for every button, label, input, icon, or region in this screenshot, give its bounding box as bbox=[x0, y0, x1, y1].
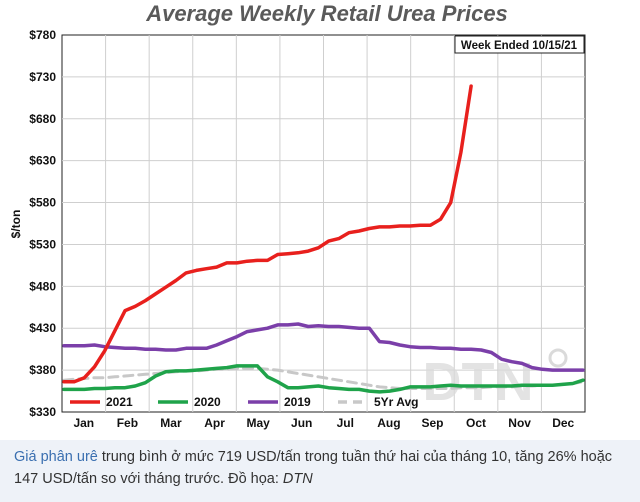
watermark-dot bbox=[548, 348, 568, 368]
chart-container: Average Weekly Retail Urea Prices DTN $3… bbox=[9, 1, 586, 430]
x-axis: Jan Feb Mar Apr May Jun Jul Aug Sep Oct Nov Dec bbox=[73, 416, 574, 430]
caption-link[interactable]: Giá phân urê bbox=[14, 449, 98, 465]
legend-label: 2021 bbox=[106, 395, 133, 409]
y-tick-label: $730 bbox=[29, 70, 56, 84]
gridlines bbox=[62, 35, 585, 412]
caption: Giá phân urê trung bình ở mức 719 USD/tấ… bbox=[0, 440, 640, 502]
x-tick-label: Mar bbox=[160, 416, 182, 430]
x-tick-label: Sep bbox=[421, 416, 443, 430]
y-tick-label: $580 bbox=[29, 196, 56, 210]
series-line-2020 bbox=[62, 364, 585, 394]
series-line-2021 bbox=[62, 84, 473, 384]
x-tick-label: Jun bbox=[291, 416, 312, 430]
y-tick-label: $630 bbox=[29, 154, 56, 168]
y-tick-label: $480 bbox=[29, 279, 56, 293]
x-tick-label: Feb bbox=[117, 416, 138, 430]
caption-credit: DTN bbox=[282, 471, 313, 487]
caption-text: trung bình ở mức 719 USD/tấn trong tuần … bbox=[14, 449, 613, 487]
legend: 2021 2020 2019 5Yr Avg bbox=[70, 395, 418, 409]
x-tick-label: Dec bbox=[552, 416, 574, 430]
y-tick-label: $380 bbox=[29, 363, 56, 377]
y-tick-label: $530 bbox=[29, 237, 56, 251]
legend-label: 2020 bbox=[194, 395, 221, 409]
series-line-2019 bbox=[62, 322, 585, 372]
y-tick-label: $780 bbox=[29, 28, 56, 42]
x-tick-label: Jan bbox=[73, 416, 94, 430]
x-tick-label: Oct bbox=[466, 416, 486, 430]
legend-label: 5Yr Avg bbox=[374, 395, 418, 409]
week-ended-box bbox=[454, 35, 585, 54]
legend-label: 2019 bbox=[284, 395, 311, 409]
y-tick-label: $680 bbox=[29, 112, 56, 126]
price-line-chart: Average Weekly Retail Urea Prices DTN $3… bbox=[9, 1, 586, 430]
chart-title: Average Weekly Retail Urea Prices bbox=[145, 1, 508, 26]
x-tick-label: Apr bbox=[204, 416, 225, 430]
x-tick-label: Aug bbox=[377, 416, 400, 430]
x-tick-label: Nov bbox=[508, 416, 531, 430]
x-tick-label: May bbox=[246, 416, 270, 430]
data-series bbox=[62, 84, 585, 394]
week-ended-label: Week Ended 10/15/21 bbox=[461, 40, 578, 52]
y-axis-label: $/ton bbox=[9, 210, 23, 239]
x-tick-label: Jul bbox=[337, 416, 354, 430]
y-axis: $330 $380 $430 $480 $530 $580 $630 $680 $730 $780 bbox=[29, 28, 56, 419]
y-tick-label: $330 bbox=[29, 405, 56, 419]
y-tick-label: $430 bbox=[29, 321, 56, 335]
